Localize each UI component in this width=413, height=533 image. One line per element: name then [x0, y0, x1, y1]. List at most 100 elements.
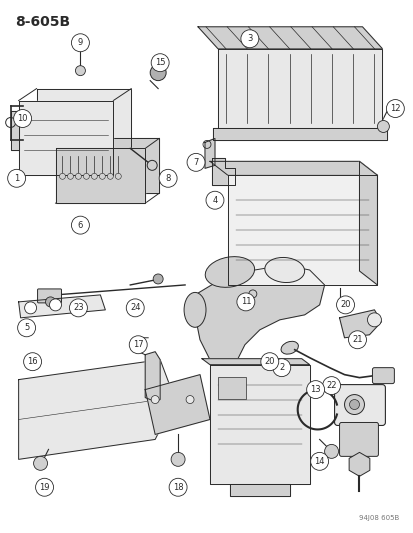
Circle shape: [69, 299, 87, 317]
Text: 4: 4: [212, 196, 217, 205]
Circle shape: [159, 169, 177, 187]
Circle shape: [91, 173, 97, 179]
Circle shape: [306, 381, 324, 399]
Polygon shape: [211, 158, 234, 185]
FancyBboxPatch shape: [372, 368, 394, 384]
Text: 13: 13: [310, 385, 320, 394]
Circle shape: [260, 353, 278, 370]
Text: 10: 10: [17, 114, 28, 123]
Text: 9: 9: [78, 38, 83, 47]
Circle shape: [36, 478, 53, 496]
Circle shape: [310, 453, 328, 470]
Circle shape: [45, 297, 55, 307]
Text: 7: 7: [193, 158, 198, 167]
Circle shape: [336, 296, 354, 314]
FancyBboxPatch shape: [38, 289, 62, 303]
Polygon shape: [197, 27, 382, 49]
Polygon shape: [209, 161, 377, 175]
Circle shape: [14, 109, 31, 127]
Circle shape: [126, 299, 144, 317]
Text: 17: 17: [133, 340, 143, 349]
Circle shape: [115, 173, 121, 179]
Ellipse shape: [264, 257, 304, 282]
Text: 15: 15: [154, 58, 165, 67]
FancyBboxPatch shape: [339, 423, 377, 456]
Text: 94J08 605B: 94J08 605B: [358, 515, 399, 521]
Polygon shape: [204, 139, 214, 168]
Circle shape: [151, 54, 169, 71]
Polygon shape: [358, 161, 377, 285]
Circle shape: [83, 173, 89, 179]
Circle shape: [153, 274, 163, 284]
Circle shape: [171, 453, 185, 466]
Polygon shape: [55, 148, 145, 203]
Circle shape: [344, 394, 363, 415]
Text: 20: 20: [264, 357, 274, 366]
Circle shape: [75, 66, 85, 76]
Ellipse shape: [205, 256, 254, 287]
Text: 12: 12: [389, 104, 400, 113]
Circle shape: [18, 319, 36, 337]
Text: 1: 1: [14, 174, 19, 183]
Polygon shape: [145, 375, 209, 434]
Circle shape: [322, 377, 340, 394]
Circle shape: [67, 173, 73, 179]
Text: 22: 22: [325, 381, 336, 390]
Polygon shape: [19, 295, 105, 318]
Text: 11: 11: [240, 297, 251, 306]
Circle shape: [50, 299, 62, 311]
Circle shape: [324, 445, 338, 458]
Circle shape: [24, 302, 36, 314]
Polygon shape: [228, 175, 377, 285]
Text: 14: 14: [313, 457, 324, 466]
Polygon shape: [202, 359, 309, 365]
Circle shape: [349, 400, 358, 409]
Circle shape: [150, 64, 166, 80]
Circle shape: [24, 353, 41, 370]
Circle shape: [236, 293, 254, 311]
Text: 2: 2: [278, 363, 284, 372]
Polygon shape: [11, 110, 19, 150]
Polygon shape: [19, 360, 175, 459]
Text: 3: 3: [247, 34, 252, 43]
Polygon shape: [69, 139, 159, 193]
Circle shape: [272, 359, 290, 377]
FancyBboxPatch shape: [217, 377, 245, 399]
Circle shape: [75, 173, 81, 179]
Circle shape: [8, 169, 26, 187]
Circle shape: [187, 154, 204, 171]
Circle shape: [385, 100, 404, 117]
Text: 24: 24: [130, 303, 140, 312]
Polygon shape: [339, 310, 380, 338]
Circle shape: [240, 30, 258, 48]
Circle shape: [59, 173, 65, 179]
Text: 21: 21: [351, 335, 362, 344]
Text: 18: 18: [172, 483, 183, 492]
Polygon shape: [19, 101, 113, 175]
Text: 6: 6: [78, 221, 83, 230]
Polygon shape: [195, 265, 324, 370]
Circle shape: [107, 173, 113, 179]
FancyBboxPatch shape: [334, 385, 385, 425]
Circle shape: [71, 34, 89, 52]
Text: 8: 8: [165, 174, 171, 183]
Ellipse shape: [184, 293, 206, 327]
Circle shape: [71, 216, 89, 234]
Polygon shape: [145, 352, 160, 401]
Circle shape: [33, 456, 47, 470]
Text: 5: 5: [24, 324, 29, 332]
Circle shape: [99, 173, 105, 179]
Ellipse shape: [280, 341, 298, 354]
Text: 20: 20: [339, 301, 350, 309]
Polygon shape: [229, 484, 289, 496]
Circle shape: [151, 395, 159, 403]
Text: 23: 23: [73, 303, 83, 312]
Circle shape: [348, 331, 366, 349]
Polygon shape: [212, 128, 387, 140]
Circle shape: [206, 191, 223, 209]
Circle shape: [129, 336, 147, 354]
Circle shape: [248, 290, 256, 298]
Circle shape: [377, 120, 389, 133]
Polygon shape: [209, 365, 309, 484]
Polygon shape: [36, 88, 131, 163]
